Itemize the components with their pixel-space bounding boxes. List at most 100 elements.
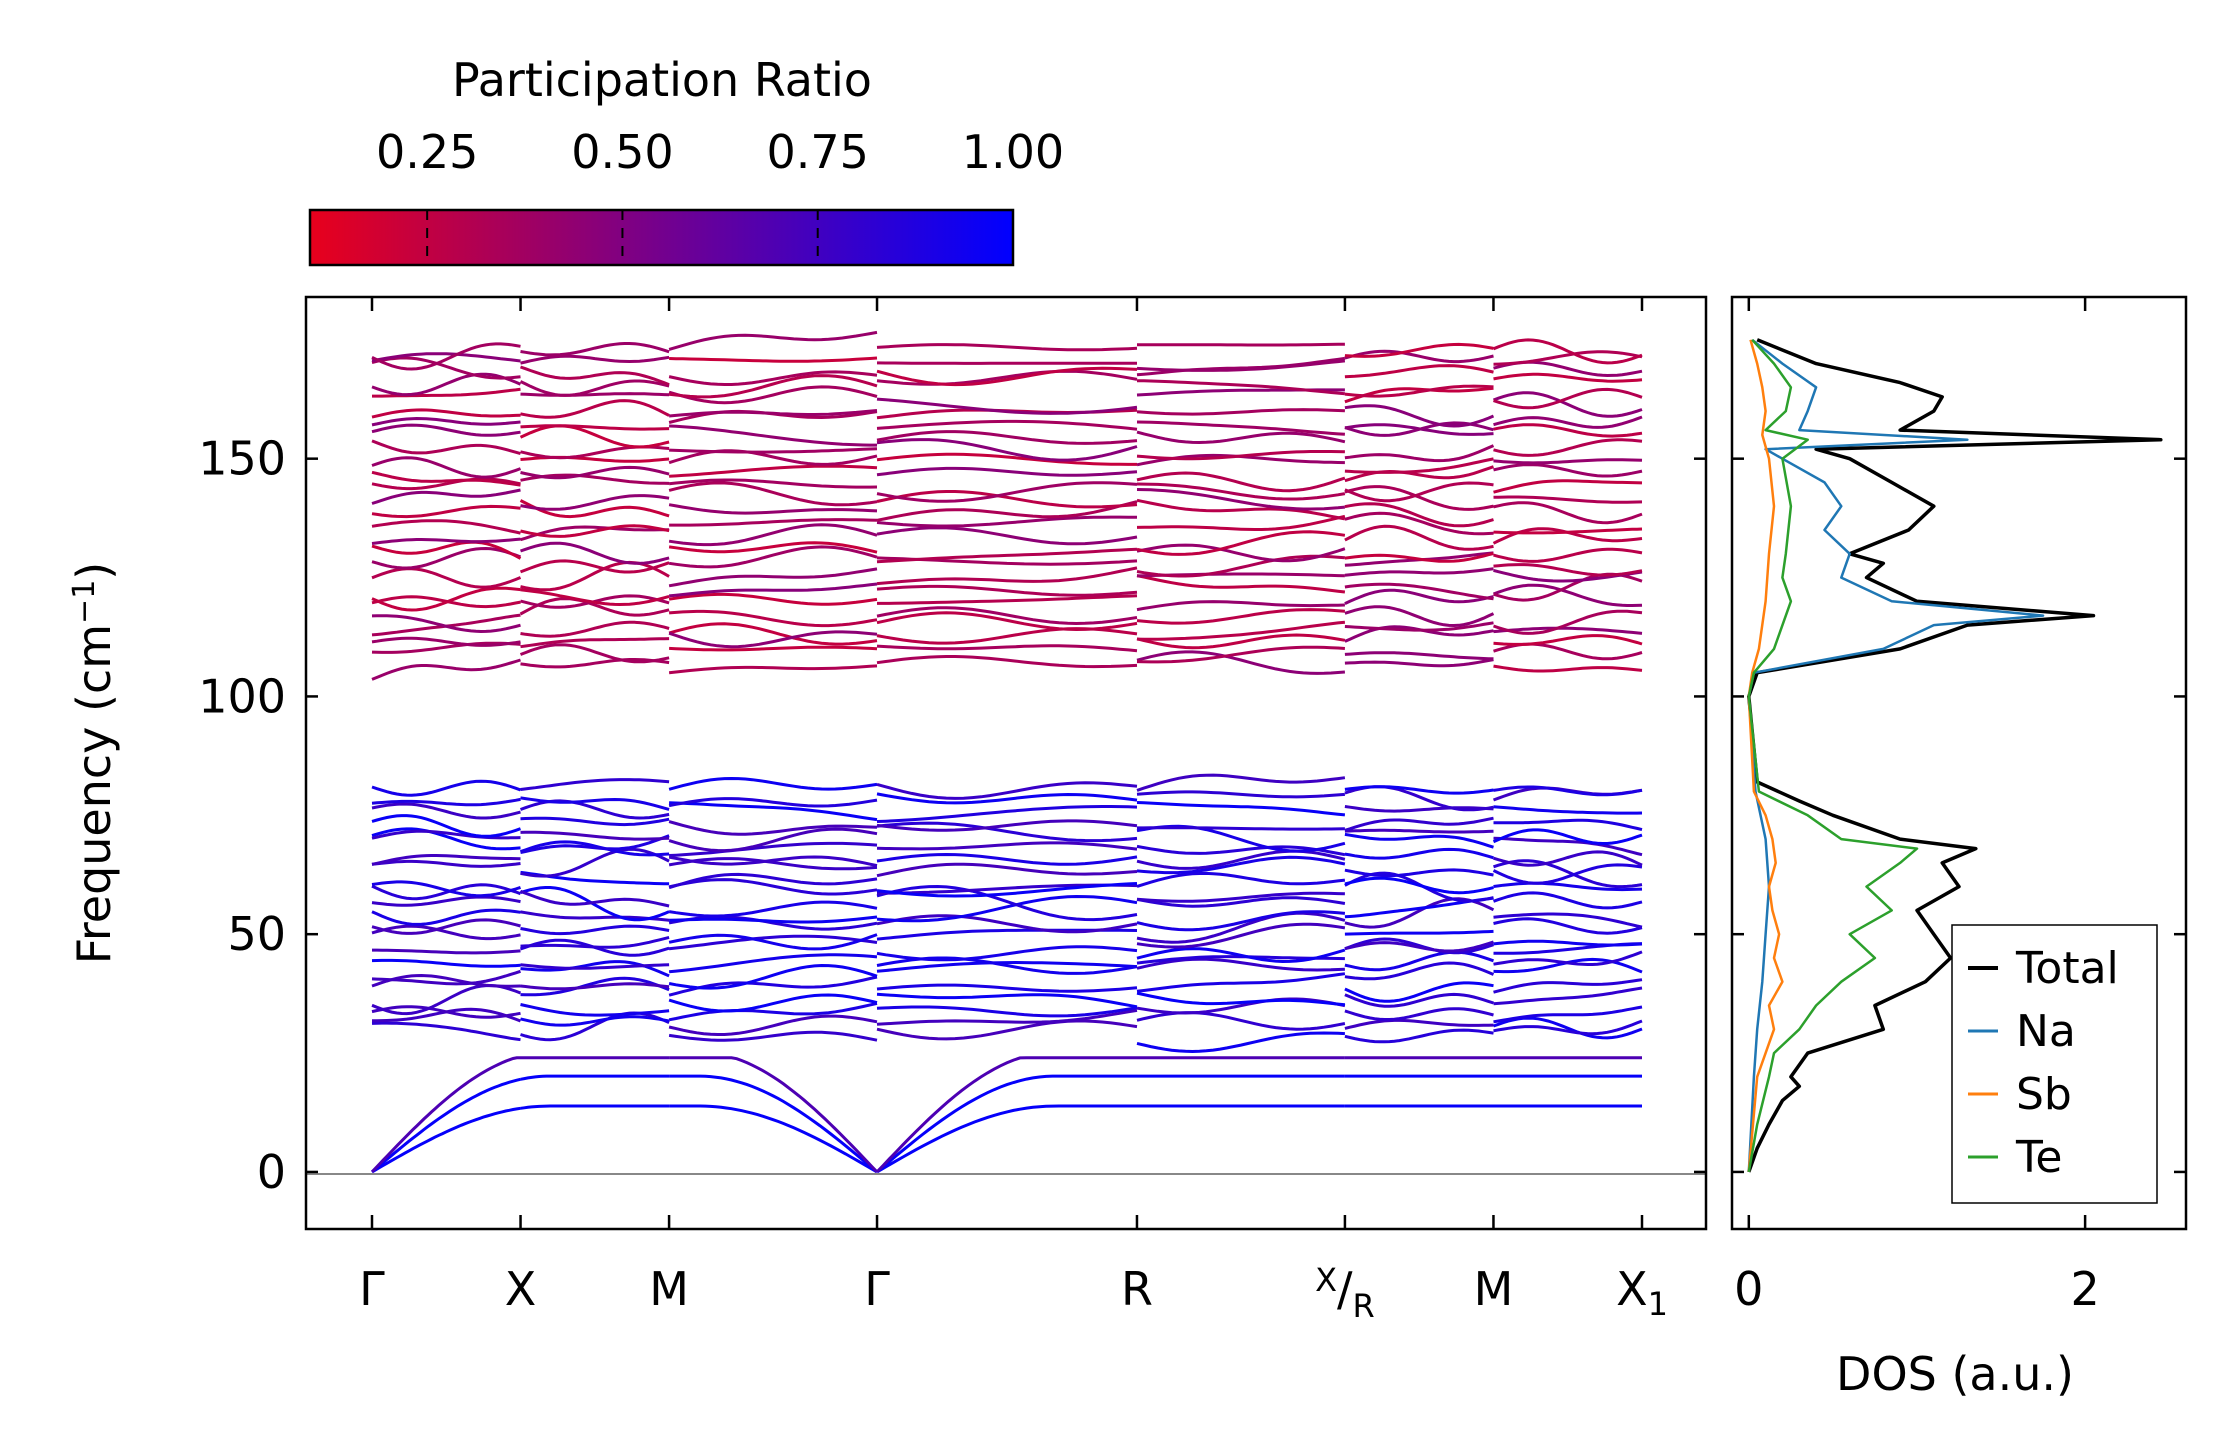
dos-x-tick-label: 2: [2070, 1262, 2099, 1316]
k-point-label: X: [505, 1262, 537, 1316]
band-line: [876, 644, 1138, 653]
band-line: [1493, 350, 1643, 366]
band-line: [876, 894, 1138, 923]
acoustic-band-line: [669, 1104, 878, 1174]
k-point-label: R: [1121, 1262, 1153, 1316]
band-line: [1136, 379, 1346, 396]
acoustic-band-line: [370, 1056, 521, 1173]
band-line: [371, 356, 521, 380]
acoustic-band-line: [876, 1104, 1137, 1174]
band-line: [1136, 471, 1346, 493]
band-line: [1493, 891, 1643, 910]
band-line: [520, 963, 670, 970]
band-line: [668, 975, 878, 997]
band-line: [520, 982, 670, 991]
band-line: [371, 958, 521, 968]
band-line: [520, 840, 670, 857]
band-line: [1344, 828, 1494, 834]
band-line: [371, 614, 521, 634]
band-line: [1136, 849, 1346, 870]
band-line: [668, 993, 878, 1013]
band-line: [668, 878, 878, 896]
band-line: [1493, 634, 1643, 646]
band-line: [1344, 364, 1494, 379]
band-line: [1344, 937, 1494, 955]
acoustic-band-line: [520, 1074, 670, 1081]
band-line: [668, 664, 878, 675]
k-point-label: X/R: [1315, 1261, 1375, 1325]
band-line: [520, 924, 670, 936]
band-line: [876, 343, 1138, 352]
band-line: [668, 820, 878, 836]
band-line: [876, 466, 1138, 477]
band-line: [669, 801, 878, 822]
band-line: [520, 935, 670, 949]
band-line: [1344, 940, 1494, 953]
band-line: [1344, 567, 1494, 577]
band-line: [371, 1021, 521, 1042]
band-line: [520, 834, 670, 854]
band-line: [668, 797, 878, 808]
band-line: [371, 895, 521, 907]
band-line: [668, 374, 878, 399]
band-line: [1493, 609, 1643, 635]
band-line: [1493, 818, 1643, 832]
band-line: [520, 830, 670, 841]
band-line: [876, 627, 1138, 645]
band-line: [520, 620, 670, 638]
band-line: [519, 559, 670, 574]
band-line: [520, 445, 670, 460]
band-line: [371, 908, 521, 926]
band-line: [669, 464, 878, 478]
band-line: [520, 541, 670, 565]
band-line: [1344, 465, 1494, 483]
colorbar-tick-label: 0.25: [376, 125, 478, 179]
band-line: [876, 397, 1138, 415]
band-line: [1136, 359, 1346, 372]
band-line: [668, 827, 878, 853]
band-line: [1493, 495, 1643, 504]
band-line: [876, 781, 1138, 800]
acoustic-band-line: [876, 1074, 1137, 1174]
band-line: [876, 452, 1137, 466]
band-line: [1493, 986, 1643, 1006]
y-tick-label: 0: [257, 1145, 286, 1199]
band-line: [1344, 524, 1494, 551]
band-line: [876, 515, 1138, 528]
colorbar-ticks: [426, 210, 819, 265]
dos-x-axis-label: DOS (a.u.): [1836, 1347, 2074, 1401]
band-line: [876, 566, 1138, 586]
band-line: [520, 816, 670, 827]
band-line: [1493, 785, 1643, 797]
band-line: [520, 354, 670, 365]
dos-x-tick-label: 0: [1734, 1262, 1763, 1316]
y-tick-label: 150: [198, 432, 286, 486]
band-line: [1136, 408, 1345, 416]
band-line: [1344, 511, 1494, 536]
band-line: [876, 992, 1138, 1009]
k-point-label: X1: [1616, 1262, 1668, 1323]
band-line: [1493, 423, 1643, 438]
band-line: [1493, 978, 1643, 994]
band-line: [1493, 527, 1643, 535]
band-line: [1493, 939, 1643, 947]
band-line: [1344, 876, 1494, 895]
band-line: [1344, 658, 1494, 668]
band-line: [1136, 844, 1346, 857]
band-line: [371, 352, 521, 363]
colorbar: Participation Ratio 0.25 0.50 0.75 1.00: [308, 53, 1064, 267]
band-line: [668, 503, 878, 515]
band-line: [1136, 356, 1346, 377]
band-line: [520, 847, 670, 878]
band-line: [520, 494, 670, 511]
band-line: [1136, 891, 1345, 903]
dos-y-ticks: [1732, 457, 2186, 1174]
band-line: [1493, 850, 1643, 867]
band-line: [668, 900, 878, 918]
band-line: [669, 841, 878, 857]
band-line: [1344, 785, 1494, 795]
acoustic-band-line: [669, 1056, 879, 1173]
band-line: [876, 1019, 1138, 1041]
band-plot-frame: [304, 295, 1708, 1231]
band-line: [1344, 621, 1494, 632]
